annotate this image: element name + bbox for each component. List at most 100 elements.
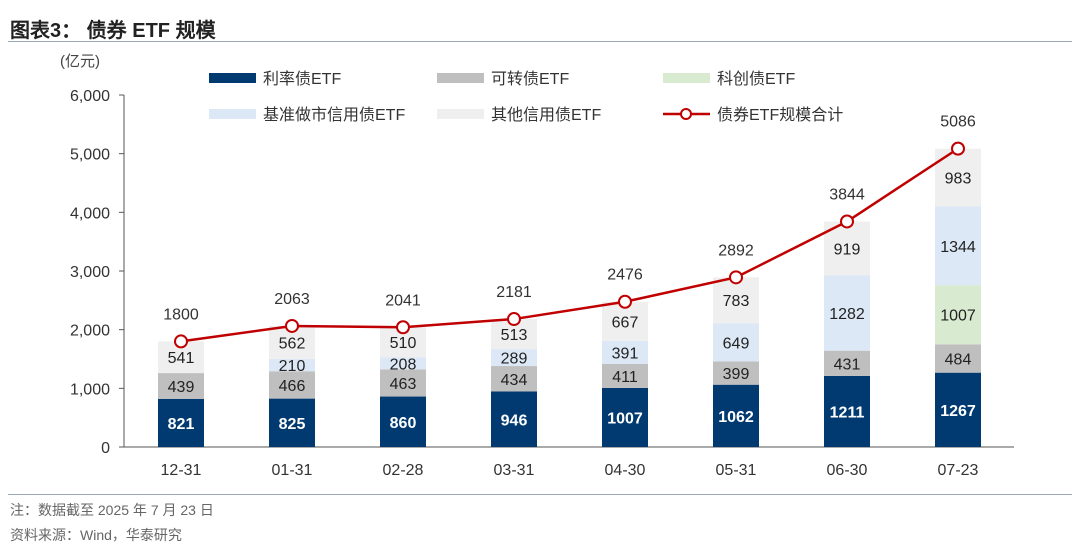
total-point	[618, 294, 632, 309]
total-point	[174, 334, 188, 349]
y-tick-label: 5,000	[70, 147, 110, 164]
legend-swatch	[437, 109, 484, 119]
bar-segment	[602, 387, 648, 447]
bar-value-label: 983	[945, 171, 972, 188]
bar-value-label: 1211	[830, 404, 865, 421]
bar-segment	[380, 357, 426, 370]
bar-value-label: 919	[834, 242, 861, 259]
total-point	[396, 320, 410, 335]
bar-value-label: 399	[723, 366, 750, 383]
total-value-label: 1800	[163, 306, 199, 323]
x-tick-label: 07-23	[938, 462, 979, 479]
total-value-label: 2892	[718, 242, 754, 259]
bar-segment	[935, 344, 981, 373]
bar-segment	[491, 349, 537, 367]
legend-swatch	[663, 73, 710, 83]
total-point	[285, 318, 299, 333]
total-value-label: 5086	[940, 114, 976, 131]
bar-value-label: 821	[168, 416, 195, 433]
legend-label: 可转债ETF	[491, 70, 569, 88]
bar-value-label: 825	[279, 416, 306, 433]
bar-segment	[602, 363, 648, 388]
bar-segment	[824, 350, 870, 376]
bar-value-label: 484	[945, 351, 972, 368]
bar-segment	[713, 277, 759, 324]
bar-segment	[713, 323, 759, 362]
legend-label: 基准做市信用债ETF	[263, 106, 405, 124]
bar-segment	[935, 372, 981, 447]
bar-segment	[269, 358, 315, 372]
bar-value-label: 783	[723, 293, 750, 310]
bar-value-label: 1344	[940, 239, 976, 256]
total-value-label: 3844	[829, 186, 865, 203]
x-tick-label: 02-28	[383, 462, 424, 479]
legend-swatch	[437, 73, 484, 83]
figure-title: 图表3： 债券 ETF 规模	[10, 20, 216, 42]
legend-label: 其他信用债ETF	[491, 106, 601, 124]
bar-value-label: 439	[168, 379, 195, 396]
y-tick-label: 6,000	[70, 88, 110, 105]
total-value-label: 2063	[274, 291, 310, 308]
footer-divider	[8, 494, 1072, 495]
bar-value-label: 411	[612, 369, 638, 386]
bar-value-label: 434	[501, 372, 528, 389]
total-value-label: 2476	[607, 267, 643, 284]
bar-segment	[824, 375, 870, 447]
x-tick-label: 04-30	[605, 462, 646, 479]
bar-segment	[380, 369, 426, 397]
bar-value-label: 513	[501, 327, 528, 344]
legend-swatch	[209, 109, 256, 119]
x-tick-label: 12-31	[161, 462, 202, 479]
bar-value-label: 1062	[718, 409, 754, 426]
x-tick-label: 06-30	[827, 462, 868, 479]
y-tick-label: 0	[101, 440, 110, 457]
source-note: 资料来源：Wind，华泰研究	[10, 527, 182, 543]
total-line	[180, 147, 959, 343]
y-tick-label: 2,000	[70, 323, 110, 340]
bar-value-label: 649	[723, 335, 750, 352]
bar-segment	[158, 373, 204, 399]
legend-line-marker	[680, 108, 692, 120]
bar-value-label: 510	[390, 335, 417, 352]
total-point	[729, 270, 743, 285]
bar-segment	[158, 398, 204, 447]
bar-value-label: 1007	[607, 410, 643, 427]
bar-segment	[602, 340, 648, 364]
bar-value-label: 391	[612, 345, 639, 362]
x-tick-label: 05-31	[716, 462, 757, 479]
bar-segment	[491, 366, 537, 392]
bar-value-label: 208	[390, 356, 417, 373]
data-note: 注：数据截至 2025 年 7 月 23 日	[10, 502, 214, 518]
bar-value-label: 1282	[829, 306, 865, 323]
bar-segment	[491, 391, 537, 447]
total-value-label: 2181	[496, 284, 532, 301]
bar-value-label: 562	[279, 335, 306, 352]
bar-segment	[935, 206, 981, 286]
y-tick-label: 3,000	[70, 264, 110, 281]
total-point	[507, 312, 521, 327]
bar-value-label: 946	[501, 412, 528, 429]
bar-value-label: 463	[390, 376, 417, 393]
bar-segment	[935, 285, 981, 345]
bar-value-label: 289	[501, 351, 528, 368]
legend-swatch	[209, 73, 256, 83]
bar-segment	[269, 398, 315, 447]
total-value-label: 2041	[385, 292, 421, 309]
y-tick-label: 4,000	[70, 205, 110, 222]
bar-value-label: 466	[279, 378, 306, 395]
legend-label: 利率债ETF	[263, 70, 341, 88]
total-point	[951, 141, 965, 156]
y-unit-label: (亿元)	[60, 53, 100, 70]
bar-value-label: 541	[168, 350, 195, 367]
bar-segment	[269, 371, 315, 399]
bar-value-label: 667	[612, 314, 639, 331]
legend-label: 债券ETF规模合计	[717, 106, 843, 124]
x-tick-label: 03-31	[494, 462, 535, 479]
bar-value-label: 431	[834, 356, 861, 373]
bar-segment	[380, 396, 426, 447]
bar-value-label: 210	[279, 358, 306, 375]
bar-value-label: 1007	[940, 308, 976, 325]
legend-label: 科创债ETF	[717, 70, 795, 88]
bar-segment	[713, 361, 759, 385]
